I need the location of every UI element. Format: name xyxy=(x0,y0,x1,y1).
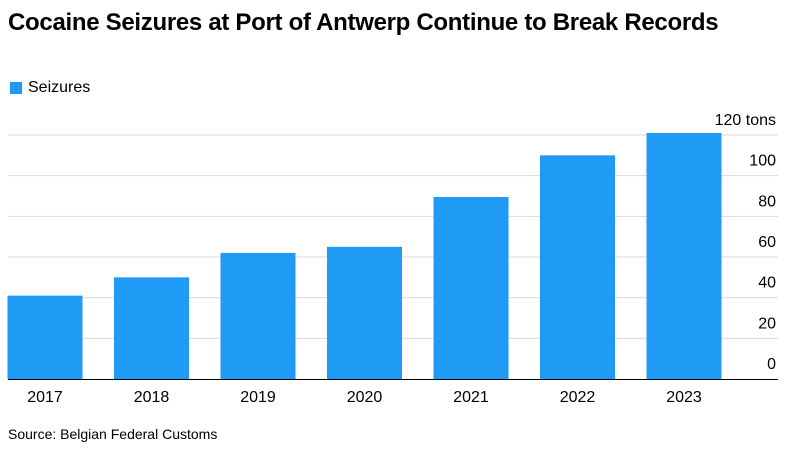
bar-2020 xyxy=(327,246,402,379)
legend-label-seizures: Seizures xyxy=(28,79,91,96)
y-tick-label: 0 xyxy=(767,356,776,373)
x-tick-label: 2020 xyxy=(347,389,383,406)
bar-2022 xyxy=(540,155,615,379)
bar-2021 xyxy=(433,197,509,379)
x-tick-label: 2023 xyxy=(666,389,702,406)
legend-swatch-seizures xyxy=(10,82,22,94)
legend: Seizures xyxy=(10,78,90,98)
x-tick-label: 2021 xyxy=(453,389,489,406)
bars xyxy=(7,132,722,379)
y-tick-labels: 0 20 40 60 80 100 120 tons xyxy=(715,112,776,373)
chart-title: Cocaine Seizures at Port of Antwerp Cont… xyxy=(8,9,719,36)
bar-2019 xyxy=(220,252,296,379)
source-note: Source: Belgian Federal Customs xyxy=(8,426,218,442)
x-tick-label: 2022 xyxy=(560,389,596,406)
y-tick-label: 120 tons xyxy=(715,112,776,129)
y-tick-label: 80 xyxy=(758,193,776,210)
y-tick-label: 20 xyxy=(758,315,776,332)
y-tick-label: 60 xyxy=(758,234,776,251)
x-tick-label: 2018 xyxy=(134,389,170,406)
bar-2018 xyxy=(114,277,189,379)
y-tick-label: 40 xyxy=(758,275,776,292)
bar-2017 xyxy=(7,295,83,379)
x-tick-labels: 2017 2018 2019 2020 2021 2022 2023 xyxy=(27,389,702,406)
y-tick-label: 100 xyxy=(749,153,776,170)
bar-2023 xyxy=(646,132,722,379)
x-tick-label: 2019 xyxy=(240,389,276,406)
x-tick-label: 2017 xyxy=(27,389,63,406)
